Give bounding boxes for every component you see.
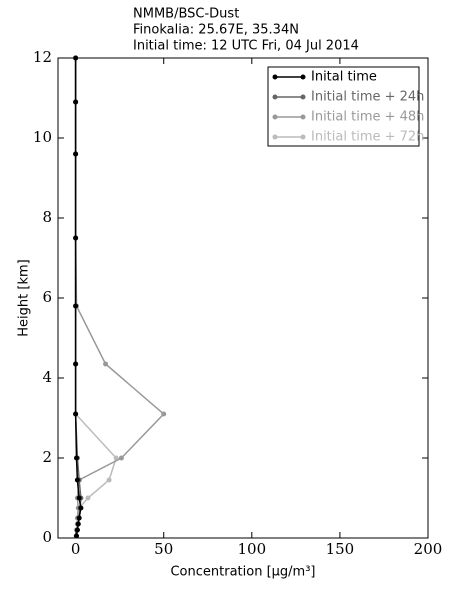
legend-marker — [300, 114, 306, 120]
x-tick-label: 0 — [71, 540, 81, 558]
y-tick-label: 0 — [42, 528, 52, 546]
data-point — [76, 495, 82, 501]
legend-marker — [272, 74, 278, 80]
title-line: Finokalia: 25.67E, 35.34N — [133, 23, 299, 38]
data-point — [73, 411, 79, 417]
data-point — [74, 527, 80, 533]
data-point — [73, 361, 79, 367]
data-point — [73, 55, 79, 61]
x-tick-label: 200 — [414, 540, 443, 558]
legend-marker — [272, 94, 278, 100]
y-tick-label: 6 — [42, 288, 52, 306]
x-tick-label: 150 — [326, 540, 355, 558]
data-point — [103, 361, 109, 367]
y-tick-label: 2 — [42, 448, 52, 466]
y-tick-label: 8 — [42, 208, 52, 226]
legend-marker — [300, 94, 306, 100]
legend-marker — [272, 134, 278, 140]
data-point — [78, 505, 84, 511]
data-point — [74, 455, 79, 461]
y-tick-label: 4 — [42, 368, 52, 386]
series-line — [74, 58, 165, 537]
data-point — [85, 495, 91, 501]
data-point — [106, 477, 112, 483]
legend-label: Inital time — [311, 70, 377, 85]
y-tick-label: 10 — [33, 128, 52, 146]
x-tick-label: 50 — [154, 540, 173, 558]
legend-marker — [300, 74, 306, 80]
title-line: NMMB/BSC-Dust — [133, 7, 239, 22]
legend-box — [267, 66, 420, 147]
data-point — [73, 151, 79, 157]
data-point — [161, 411, 167, 417]
legend-marker — [300, 134, 306, 140]
data-point — [73, 99, 79, 105]
data-point — [74, 533, 79, 539]
data-point — [74, 477, 80, 483]
x-tick-label: 100 — [237, 540, 266, 558]
legend-label: Initial time + 24h — [311, 90, 424, 105]
data-point — [75, 521, 81, 527]
data-point — [118, 455, 124, 461]
legend-marker — [272, 114, 278, 120]
data-point — [76, 515, 82, 521]
data-point — [73, 235, 79, 241]
data-point — [73, 303, 79, 309]
y-tick-label: 12 — [33, 48, 52, 66]
x-axis-label: Concentration [μg/m³] — [170, 565, 315, 580]
y-axis-label: Height [km] — [17, 259, 32, 336]
data-point — [113, 455, 119, 461]
legend-label: Initial time + 48h — [311, 110, 424, 125]
legend-label: Initial time + 72h — [311, 130, 424, 145]
title-line: Initial time: 12 UTC Fri, 04 Jul 2014 — [133, 39, 359, 54]
